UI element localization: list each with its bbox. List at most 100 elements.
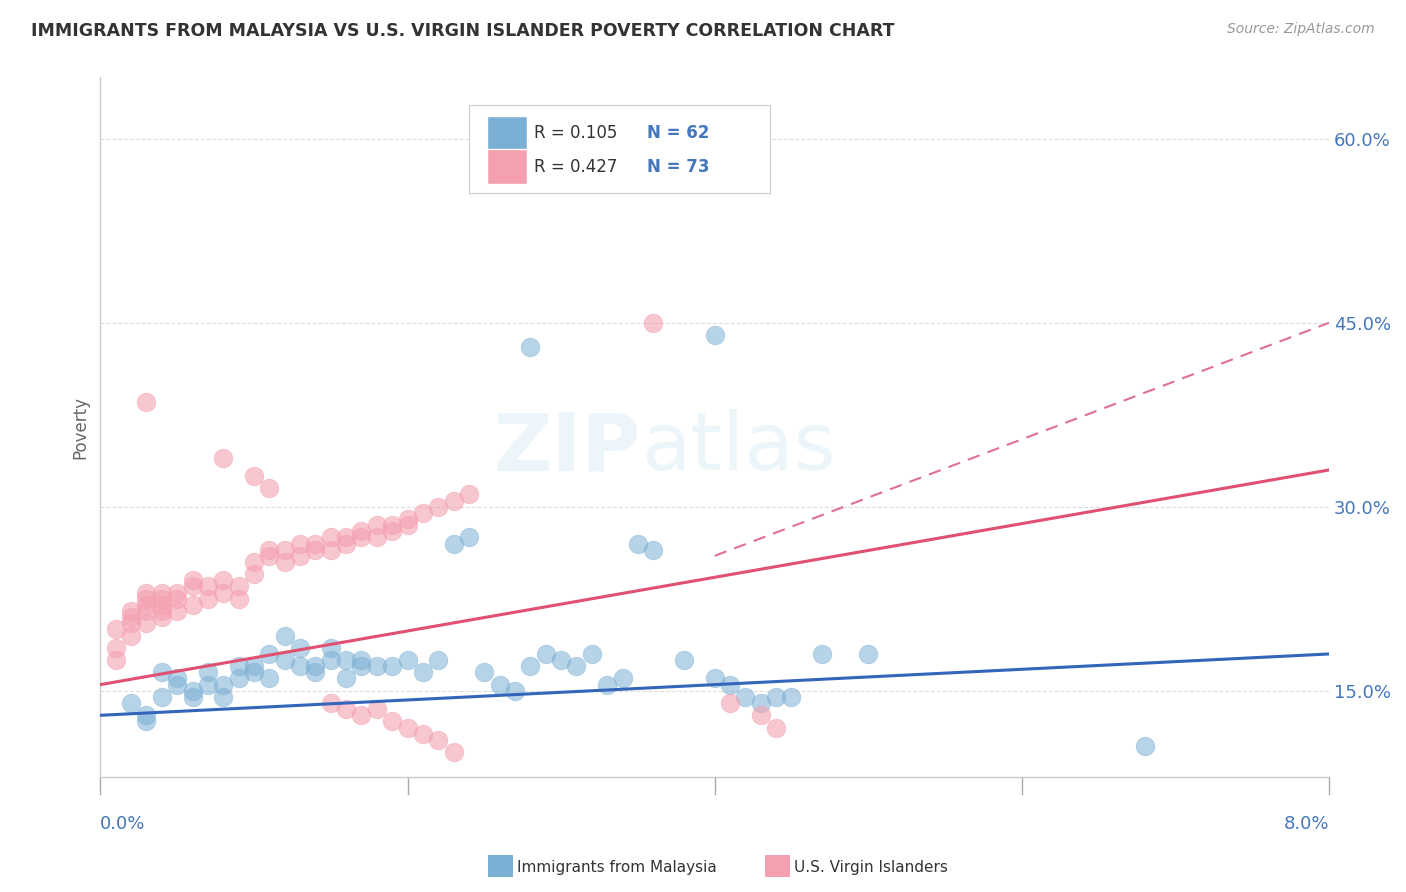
Point xyxy=(120,629,142,643)
Point xyxy=(150,690,173,704)
Point xyxy=(749,696,772,710)
Point xyxy=(243,555,266,569)
Point xyxy=(104,653,127,667)
Point xyxy=(396,653,419,667)
Point xyxy=(443,745,465,759)
Point xyxy=(335,672,357,686)
Point xyxy=(166,678,188,692)
Point xyxy=(150,591,173,606)
Point xyxy=(319,530,342,544)
Point xyxy=(427,500,450,514)
Point xyxy=(718,696,741,710)
Point xyxy=(273,629,295,643)
Point xyxy=(228,672,250,686)
Point xyxy=(1133,739,1156,753)
Point xyxy=(443,536,465,550)
Point xyxy=(120,616,142,631)
Point xyxy=(259,481,281,495)
Point xyxy=(366,702,388,716)
Point xyxy=(366,530,388,544)
Point xyxy=(304,659,326,673)
Point xyxy=(288,536,311,550)
Point xyxy=(381,714,404,729)
Point xyxy=(197,580,219,594)
Point xyxy=(765,690,787,704)
Point xyxy=(366,659,388,673)
Text: IMMIGRANTS FROM MALAYSIA VS U.S. VIRGIN ISLANDER POVERTY CORRELATION CHART: IMMIGRANTS FROM MALAYSIA VS U.S. VIRGIN … xyxy=(31,22,894,40)
Point xyxy=(350,530,373,544)
Point xyxy=(350,659,373,673)
Point xyxy=(703,672,725,686)
Point xyxy=(288,549,311,563)
Point xyxy=(412,665,434,680)
Point xyxy=(273,653,295,667)
Point xyxy=(304,536,326,550)
Point xyxy=(381,518,404,533)
Point xyxy=(643,316,665,330)
Text: R = 0.427: R = 0.427 xyxy=(534,158,617,176)
Point xyxy=(135,598,157,612)
Point xyxy=(135,585,157,599)
Point xyxy=(858,647,880,661)
Point xyxy=(381,659,404,673)
Point xyxy=(643,542,665,557)
Point xyxy=(672,653,695,667)
Point xyxy=(780,690,803,704)
Text: 0.0%: 0.0% xyxy=(100,815,146,833)
Point xyxy=(396,512,419,526)
Point xyxy=(288,640,311,655)
Point xyxy=(381,524,404,539)
Point xyxy=(412,506,434,520)
Point xyxy=(273,542,295,557)
Point xyxy=(259,549,281,563)
Point xyxy=(596,678,619,692)
Point xyxy=(350,708,373,723)
Point xyxy=(335,653,357,667)
Point xyxy=(335,536,357,550)
Point xyxy=(749,708,772,723)
Point xyxy=(166,585,188,599)
Point xyxy=(565,659,588,673)
Point xyxy=(350,653,373,667)
Point xyxy=(135,616,157,631)
Point xyxy=(259,647,281,661)
Point xyxy=(150,610,173,624)
Point xyxy=(519,659,541,673)
Point xyxy=(150,585,173,599)
Text: R = 0.105: R = 0.105 xyxy=(534,124,617,143)
Point xyxy=(197,591,219,606)
Text: U.S. Virgin Islanders: U.S. Virgin Islanders xyxy=(794,860,948,874)
Point xyxy=(135,708,157,723)
Point xyxy=(319,640,342,655)
Point xyxy=(319,696,342,710)
Point xyxy=(243,567,266,582)
Point xyxy=(319,653,342,667)
Point xyxy=(135,604,157,618)
Point xyxy=(304,665,326,680)
Point xyxy=(135,714,157,729)
Point xyxy=(304,542,326,557)
Point xyxy=(550,653,572,667)
Point xyxy=(458,487,481,501)
Point xyxy=(366,518,388,533)
Point xyxy=(259,672,281,686)
Point xyxy=(212,574,235,588)
Point xyxy=(228,580,250,594)
Point xyxy=(396,518,419,533)
Point xyxy=(718,678,741,692)
Point xyxy=(427,732,450,747)
Point xyxy=(703,328,725,343)
Point xyxy=(458,530,481,544)
Point xyxy=(319,542,342,557)
Point xyxy=(288,659,311,673)
Point xyxy=(197,665,219,680)
Point xyxy=(120,604,142,618)
Point xyxy=(443,493,465,508)
Point xyxy=(228,591,250,606)
Point xyxy=(519,340,541,354)
Text: atlas: atlas xyxy=(641,409,835,487)
Text: N = 73: N = 73 xyxy=(647,158,710,176)
Point xyxy=(181,598,204,612)
Point xyxy=(503,683,526,698)
Point xyxy=(212,585,235,599)
